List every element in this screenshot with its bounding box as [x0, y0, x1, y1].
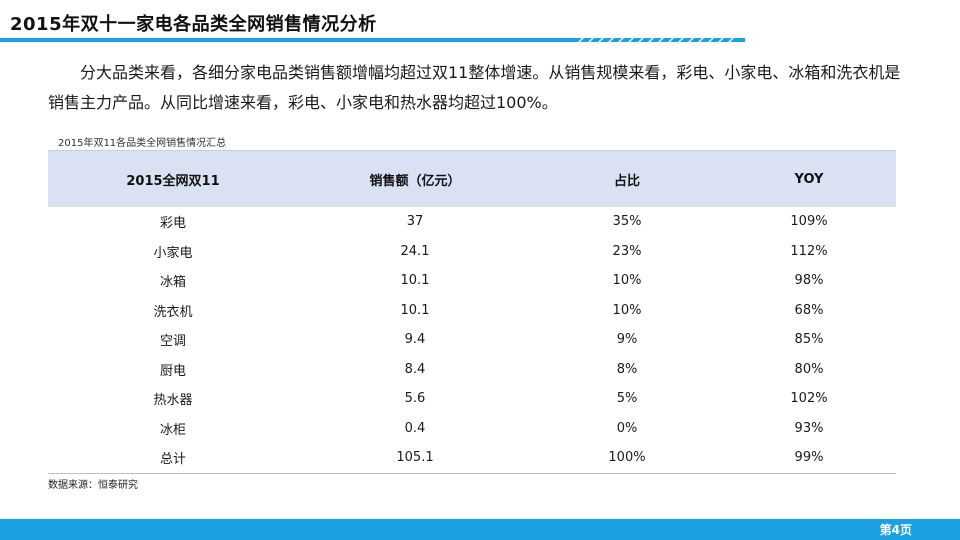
cell-sales: 9.4: [404, 332, 426, 348]
cell-category: 彩电: [159, 216, 186, 232]
cell-share: 5%: [616, 391, 638, 407]
cell-yoy: 112%: [790, 243, 828, 259]
sales-table: 2015全网双11 销售额（亿元） 占比 YOY 彩电 37 35% 109% …: [48, 150, 896, 474]
cell-category: 总计: [48, 443, 298, 474]
cell-sales: 105.1: [298, 443, 532, 474]
page-number: 第4页: [879, 523, 912, 537]
table-row: 洗衣机 10.1 10% 68%: [48, 296, 896, 326]
table-header-row: 2015全网双11 销售额（亿元） 占比 YOY: [48, 150, 896, 207]
table-row: 小家电 24.1 23% 112%: [48, 237, 896, 267]
cell-category: 冰柜: [159, 422, 186, 438]
cell-yoy: 85%: [794, 332, 824, 348]
cell-yoy: 109%: [790, 214, 828, 230]
cell-category: 热水器: [153, 393, 193, 409]
cell-yoy: 99%: [722, 443, 896, 474]
cell-category: 冰箱: [159, 275, 186, 291]
cell-share: 0%: [616, 420, 638, 436]
cell-category: 厨电: [159, 363, 186, 379]
cell-share: 35%: [612, 214, 642, 230]
cell-share: 23%: [612, 243, 642, 259]
table-row: 热水器 5.6 5% 102%: [48, 384, 896, 414]
cell-yoy: 80%: [794, 361, 824, 377]
table-row-total: 总计 105.1 100% 99%: [48, 443, 896, 474]
cell-share: 10%: [612, 273, 642, 289]
cell-sales: 10.1: [400, 302, 430, 318]
header-yoy: YOY: [722, 150, 896, 207]
table-row: 冰箱 10.1 10% 98%: [48, 266, 896, 296]
header-sales: 销售额（亿元）: [298, 150, 532, 207]
cell-category: 空调: [159, 334, 186, 350]
cell-share: 9%: [616, 332, 638, 348]
table-caption: 2015年双11各品类全网销售情况汇总: [58, 138, 227, 149]
cell-category: 小家电: [153, 245, 193, 261]
cell-category: 洗衣机: [153, 304, 193, 320]
cell-sales: 24.1: [400, 243, 430, 259]
table-row: 彩电 37 35% 109%: [48, 207, 896, 237]
cell-share: 10%: [612, 302, 642, 318]
table-row: 冰柜 0.4 0% 93%: [48, 414, 896, 444]
header-share: 占比: [532, 150, 722, 207]
title-underline: [0, 38, 745, 42]
cell-yoy: 68%: [794, 302, 824, 318]
table-row: 空调 9.4 9% 85%: [48, 325, 896, 355]
cell-sales: 10.1: [400, 273, 430, 289]
cell-sales: 37: [406, 214, 424, 230]
cell-share: 8%: [616, 361, 638, 377]
cell-sales: 0.4: [404, 420, 426, 436]
table-row: 厨电 8.4 8% 80%: [48, 355, 896, 385]
data-source-note: 数据来源：恒泰研究: [48, 480, 138, 491]
intro-paragraph: 分大品类来看，各细分家电品类销售额增幅均超过双11整体增速。从销售规模来看，彩电…: [48, 63, 901, 112]
cell-yoy: 98%: [794, 273, 824, 289]
cell-sales: 5.6: [404, 391, 426, 407]
cell-yoy: 93%: [794, 420, 824, 436]
footer-bar: 第4页: [0, 519, 960, 540]
cell-yoy: 102%: [790, 391, 828, 407]
header-category: 2015全网双11: [48, 150, 298, 207]
cell-share: 100%: [532, 443, 722, 474]
cell-sales: 8.4: [404, 361, 426, 377]
slide-title: 2015年双十一家电各品类全网销售情况分析: [10, 14, 377, 35]
